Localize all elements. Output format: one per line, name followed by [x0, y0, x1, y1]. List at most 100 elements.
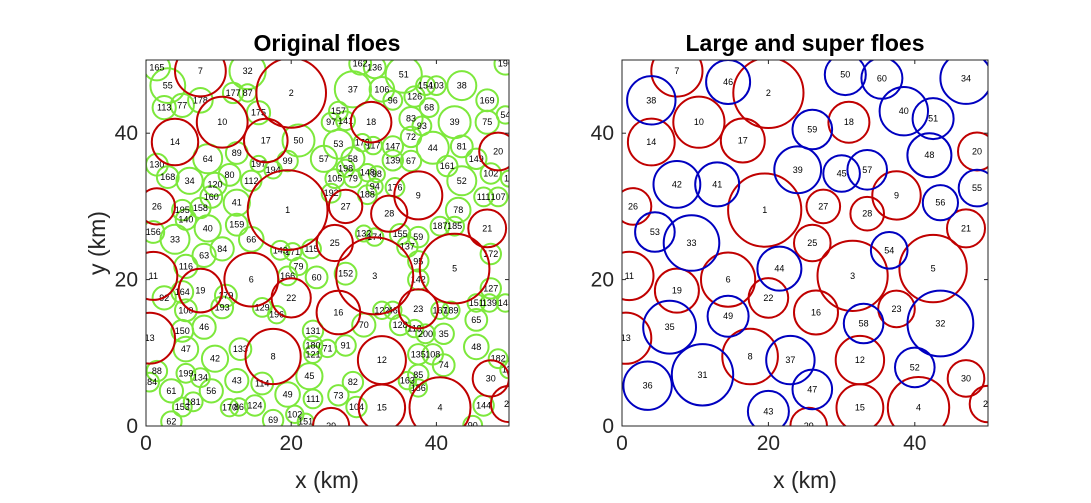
floe-small-label: 193 [215, 302, 230, 312]
floe-small-circle [398, 106, 424, 132]
floe-small-label: 139 [482, 298, 497, 308]
floe-small-label: 60 [312, 272, 322, 282]
floe-small-circle [309, 144, 338, 173]
floe-small-circle [487, 348, 509, 370]
floe-small-label: 115 [304, 244, 318, 254]
floe-large-label: 25 [330, 238, 340, 248]
floe-small-label: 165 [149, 62, 164, 72]
floe-super-circle [842, 302, 885, 345]
floe-small-circle [431, 353, 456, 378]
left-y-axis-label: y (km) [84, 211, 110, 275]
floe-small-label: 188 [360, 190, 375, 200]
floe-small-circle [171, 396, 193, 418]
floe-large-label: 17 [738, 136, 748, 146]
floe-small-label: 96 [388, 95, 398, 105]
floe-small-circle [217, 163, 242, 187]
floe-super-circle [773, 145, 823, 195]
floe-small-label: 53 [333, 139, 343, 149]
floe-super-circle [705, 60, 752, 105]
floe-super-circle [822, 154, 861, 193]
floe-small-circle [193, 214, 222, 243]
floe-super-circle [939, 60, 988, 105]
floe-small-circle [365, 227, 385, 247]
floe-small-circle [441, 300, 461, 320]
floe-small-circle [224, 212, 249, 237]
floe-small-label: 197 [251, 159, 266, 169]
floe-large-label: 2 [289, 88, 294, 98]
floe-small-label: 145 [498, 298, 513, 308]
floe-large-label: 23 [413, 304, 423, 314]
floe-small-label: 103 [429, 81, 444, 91]
floe-small-label: 163 [400, 376, 415, 386]
floe-large-label: 21 [482, 223, 492, 233]
floe-small-circle [382, 89, 404, 111]
floe-super-label: 49 [723, 311, 733, 321]
floe-small-label: 45 [304, 371, 314, 381]
floe-small-label: 95 [413, 256, 423, 266]
floe-large-label: 26 [152, 201, 162, 211]
floe-small-label: 172 [483, 249, 498, 259]
floe-small-label: 79 [293, 261, 303, 271]
floe-small-label: 112 [244, 176, 258, 186]
floe-large-label: 27 [341, 201, 351, 211]
floe-large-circle [622, 187, 653, 226]
floe-large-circle [174, 60, 227, 98]
floe-large-circle [672, 95, 726, 149]
left-chart-title: Original floes [254, 30, 401, 56]
floe-small-label: 42 [210, 354, 220, 364]
floe-small-circle [151, 95, 177, 121]
floe-small-circle [221, 81, 245, 105]
floe-large-label: 8 [271, 352, 276, 362]
floe-large-circle [968, 384, 988, 424]
floe-small-circle [267, 305, 287, 325]
right-x-axis-label: x (km) [773, 467, 837, 493]
floe-small-label: 97 [326, 117, 336, 127]
floe-super-circle [906, 289, 975, 358]
floe-large-label: 1 [762, 205, 767, 215]
floe-super-circle [634, 211, 676, 253]
floe-small-circle [466, 293, 486, 313]
floe-small-circle [415, 75, 436, 96]
floe-large-label: 13 [145, 333, 155, 343]
floe-super-circle [652, 160, 702, 209]
floe-super-label: 51 [928, 114, 938, 124]
floe-large-label: 11 [149, 271, 158, 281]
floe-large-label: 4 [437, 403, 442, 413]
y-tick-label: 40 [591, 122, 614, 145]
floe-large-label: 28 [862, 209, 872, 219]
floe-small-label: 189 [443, 305, 458, 315]
floe-small-label: 169 [480, 95, 495, 105]
floe-small-circle [320, 182, 342, 204]
right-axes-box [621, 59, 989, 427]
floe-large-circle [835, 383, 885, 426]
floe-small-label: 33 [170, 234, 180, 244]
floe-large-label: 7 [198, 66, 203, 76]
floe-super-label: 32 [935, 319, 945, 329]
floe-super-label: 37 [785, 355, 795, 365]
floe-small-label: 43 [232, 376, 242, 386]
floe-large-label: 10 [694, 117, 704, 127]
floe-small-label: 71 [322, 343, 332, 353]
x-tick-label: 40 [425, 432, 448, 455]
floe-large-circle [146, 250, 179, 301]
floe-small-label: 122 [374, 305, 389, 315]
floe-small-label: 130 [149, 160, 164, 170]
floe-small-circle [493, 60, 509, 76]
floe-small-circle [146, 359, 169, 383]
floe-small-circle [169, 92, 195, 119]
floe-small-circle [399, 149, 423, 173]
floe-small-label: 164 [175, 287, 190, 297]
floe-small-circle [495, 293, 509, 313]
floe-large-circle [898, 233, 968, 304]
left-x-axis-label: x (km) [295, 467, 359, 493]
floe-small-circle [343, 168, 363, 189]
floe-large-label: 16 [333, 308, 343, 318]
floe-small-circle [149, 67, 187, 104]
floe-large-label: 12 [377, 355, 387, 365]
floe-super-label: 48 [924, 150, 934, 160]
floe-small-label: 119 [502, 365, 516, 375]
floe-small-label: 87 [243, 88, 253, 98]
floe-super-circle [765, 334, 816, 386]
